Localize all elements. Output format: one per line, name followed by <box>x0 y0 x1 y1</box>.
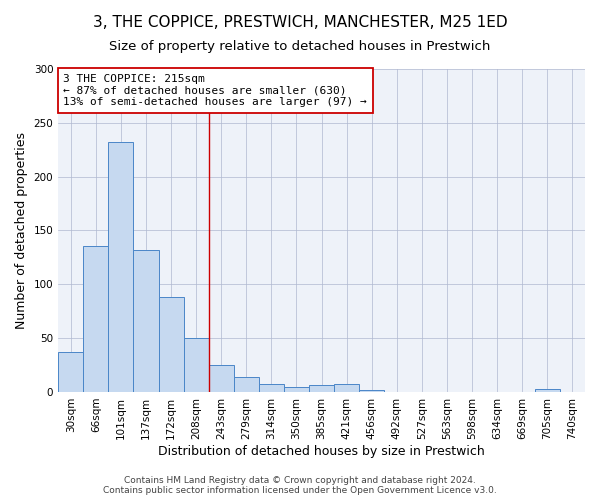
Text: Size of property relative to detached houses in Prestwich: Size of property relative to detached ho… <box>109 40 491 53</box>
Text: Contains HM Land Registry data © Crown copyright and database right 2024.
Contai: Contains HM Land Registry data © Crown c… <box>103 476 497 495</box>
Bar <box>58 352 83 392</box>
Bar <box>109 142 133 392</box>
Bar <box>359 390 385 392</box>
Bar <box>309 386 334 392</box>
Bar <box>83 246 109 392</box>
X-axis label: Distribution of detached houses by size in Prestwich: Distribution of detached houses by size … <box>158 444 485 458</box>
Y-axis label: Number of detached properties: Number of detached properties <box>15 132 28 329</box>
Bar <box>535 388 560 392</box>
Bar <box>234 377 259 392</box>
Bar <box>158 297 184 392</box>
Bar <box>184 338 209 392</box>
Text: 3, THE COPPICE, PRESTWICH, MANCHESTER, M25 1ED: 3, THE COPPICE, PRESTWICH, MANCHESTER, M… <box>92 15 508 30</box>
Bar <box>284 386 309 392</box>
Bar <box>259 384 284 392</box>
Text: 3 THE COPPICE: 215sqm
← 87% of detached houses are smaller (630)
13% of semi-det: 3 THE COPPICE: 215sqm ← 87% of detached … <box>64 74 367 107</box>
Bar <box>334 384 359 392</box>
Bar <box>209 365 234 392</box>
Bar <box>133 250 158 392</box>
